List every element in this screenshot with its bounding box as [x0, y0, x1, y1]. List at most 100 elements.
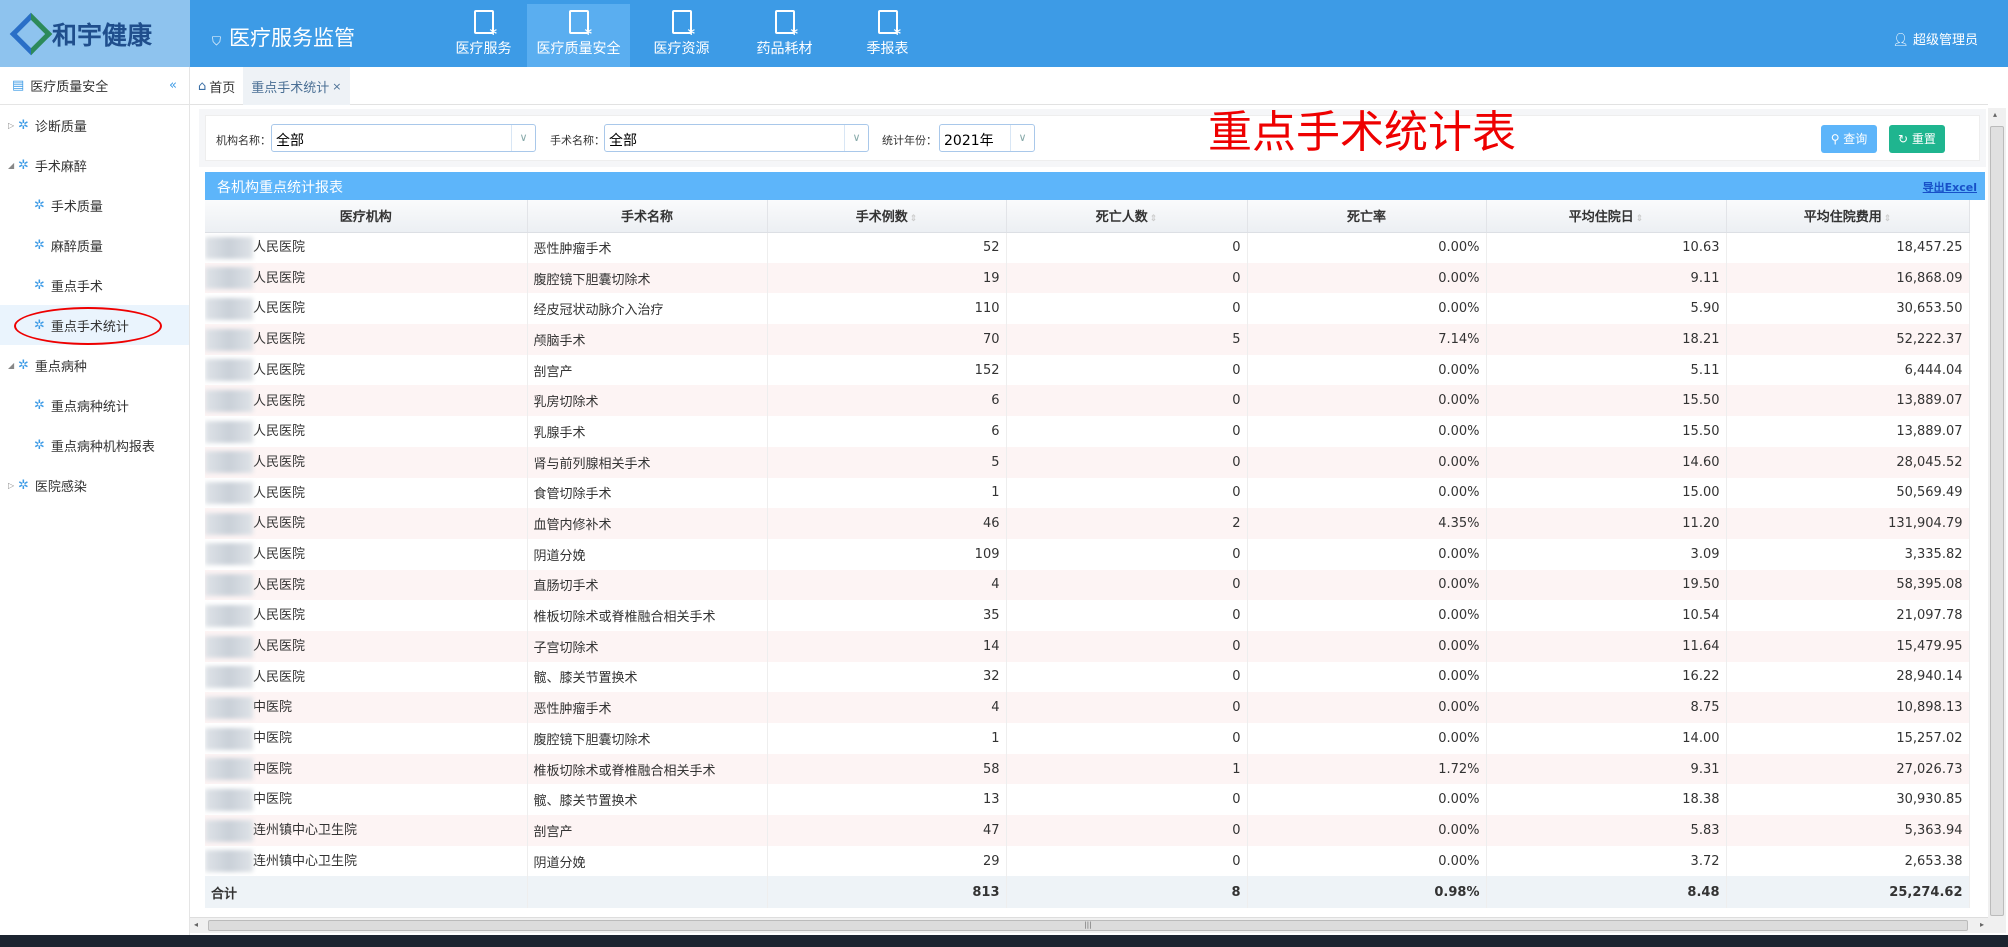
nav-medical-service[interactable]: 医疗服务 — [432, 4, 535, 67]
table-row[interactable]: 人民医院 食管切除手术 1 0 0.00% 15.00 50,569.49 — [205, 477, 1970, 509]
table-cell: 中医院 — [205, 753, 528, 785]
sidebar-item[interactable]: ✲ 重点手术统计 — [0, 305, 189, 345]
table-row[interactable]: 人民医院 乳房切除术 6 0 0.00% 15.50 13,889.07 — [205, 385, 1970, 417]
table-cell: 47 — [767, 815, 1007, 846]
sort-icon[interactable]: ⇕ — [1149, 214, 1158, 225]
table-row[interactable]: 人民医院 乳腺手术 6 0 0.00% 15.50 13,889.07 — [205, 416, 1970, 447]
column-header[interactable]: 平均住院日 ⇕ — [1486, 200, 1727, 233]
table-cell: 乳腺手术 — [527, 416, 768, 447]
column-header[interactable]: 医疗机构 — [205, 200, 528, 233]
table-cell: 人民医院 — [205, 232, 528, 263]
table-cell: 人民医院 — [205, 508, 528, 539]
scroll-up-icon[interactable]: ▴ — [1993, 110, 1998, 119]
column-header[interactable]: 死亡率 — [1247, 200, 1487, 233]
horizontal-scrollbar[interactable]: ◂ ||| ▸ — [190, 917, 1988, 933]
table-cell: 0.00% — [1247, 815, 1487, 846]
table-row[interactable]: 中医院 恶性肿瘤手术 4 0 0.00% 8.75 10,898.13 — [205, 692, 1970, 723]
table-row[interactable]: 连州镇中心卫生院 剖宫产 47 0 0.00% 5.83 5,363.94 — [205, 815, 1970, 846]
user-menu[interactable]: 👤︎ 超级管理员 — [1892, 33, 1978, 48]
table-cell: 髋、膝关节置换术 — [527, 784, 768, 816]
table-cell: 人民医院 — [205, 477, 528, 509]
column-header[interactable]: 死亡人数 ⇕ — [1006, 200, 1248, 233]
table-cell: 人民医院 — [205, 416, 528, 447]
table-cell: 5.83 — [1486, 815, 1727, 846]
redacted-blur — [205, 512, 253, 535]
sidebar-item[interactable]: ▷ ✲ 诊断质量 — [0, 105, 189, 145]
sidebar-item[interactable]: ◢ ✲ 重点病种 — [0, 345, 189, 385]
sidebar-item-label: 麻醉质量 — [50, 239, 103, 255]
sidebar-item[interactable]: ✲ 重点手术 — [0, 265, 189, 305]
nav-drugs[interactable]: 药品耗材 — [733, 4, 836, 67]
table-row[interactable]: 人民医院 阴道分娩 109 0 0.00% 3.09 3,335.82 — [205, 538, 1970, 570]
table-row[interactable]: 人民医院 恶性肿瘤手术 52 0 0.00% 10.63 18,457.25 — [205, 232, 1970, 263]
table-cell: 人民医院 — [205, 446, 528, 478]
sidebar-item[interactable]: ✲ 手术质量 — [0, 185, 189, 225]
sidebar-item[interactable]: ▷ ✲ 医院感染 — [0, 465, 189, 505]
sidebar-item[interactable]: ✲ 麻醉质量 — [0, 225, 189, 265]
table-row[interactable]: 连州镇中心卫生院 阴道分娩 29 0 0.00% 3.72 2,653.38 — [205, 845, 1970, 877]
taskbar — [0, 935, 2008, 947]
vertical-scrollbar[interactable]: ▴ — [1988, 108, 2006, 933]
operation-select[interactable]: 全部 ∨ — [604, 124, 869, 152]
nav-quality-safety[interactable]: 医疗质量安全 — [527, 4, 630, 67]
table-row[interactable]: 人民医院 剖宫产 152 0 0.00% 5.11 6,444.04 — [205, 354, 1970, 386]
column-header[interactable]: 平均住院费用 ⇕ — [1726, 200, 1970, 233]
sidebar-item-label: 诊断质量 — [34, 119, 87, 135]
table-cell: 11.20 — [1486, 508, 1727, 539]
sort-icon[interactable]: ⇕ — [1635, 214, 1644, 225]
year-select[interactable]: 2021年 ∨ — [939, 124, 1035, 152]
table-row[interactable]: 人民医院 椎板切除术或脊椎融合相关手术 35 0 0.00% 10.54 21,097.78 — [205, 600, 1970, 631]
nav-medical-resources[interactable]: 医疗资源 — [630, 4, 733, 67]
table-row[interactable]: 中医院 椎板切除术或脊椎融合相关手术 58 1 1.72% 9.31 27,026.73 — [205, 753, 1970, 785]
table-cell: 直肠切手术 — [527, 569, 768, 601]
redacted-blur — [205, 328, 253, 351]
table-row[interactable]: 人民医院 血管内修补术 46 2 4.35% 11.20 131,904.79 — [205, 508, 1970, 539]
column-header[interactable]: 手术名称 — [527, 200, 768, 233]
export-excel-link[interactable]: 导出Excel — [1922, 181, 1977, 194]
collapse-icon[interactable]: « — [169, 78, 177, 93]
table-row[interactable]: 中医院 腹腔镜下胆囊切除术 1 0 0.00% 14.00 15,257.02 — [205, 723, 1970, 754]
sidebar-item[interactable]: ◢ ✲ 手术麻醉 — [0, 145, 189, 185]
table-cell: 经皮冠状动脉介入治疗 — [527, 293, 768, 325]
nav-quarterly-report[interactable]: 季报表 — [836, 4, 939, 67]
table-row[interactable]: 人民医院 经皮冠状动脉介入治疗 110 0 0.00% 5.90 30,653.50 — [205, 293, 1970, 325]
total-cell — [527, 876, 768, 909]
table-row[interactable]: 人民医院 肾与前列腺相关手术 5 0 0.00% 14.60 28,045.52 — [205, 446, 1970, 478]
scroll-right-icon[interactable]: ▸ — [1979, 920, 1984, 929]
sort-icon[interactable]: ⇕ — [1883, 214, 1892, 225]
close-icon[interactable]: × — [332, 79, 342, 93]
table-cell: 13,889.07 — [1726, 416, 1970, 447]
highlight-circle — [14, 307, 162, 345]
table-cell: 0 — [1006, 385, 1248, 417]
scroll-left-icon[interactable]: ◂ — [194, 920, 199, 929]
org-select[interactable]: 全部 ∨ — [271, 124, 536, 152]
total-cell: 8.48 — [1486, 876, 1727, 909]
query-button[interactable]: ⚲ 查询 — [1821, 125, 1877, 153]
table-cell: 0 — [1006, 293, 1248, 325]
table-cell: 椎板切除术或脊椎融合相关手术 — [527, 600, 768, 631]
table-cell: 9.11 — [1486, 262, 1727, 294]
table-row[interactable]: 人民医院 子宫切除术 14 0 0.00% 11.64 15,479.95 — [205, 630, 1970, 662]
table-row[interactable]: 人民医院 颅脑手术 70 5 7.14% 18.21 52,222.37 — [205, 324, 1970, 355]
sidebar: ▤ 医疗质量安全 « ▷ ✲ 诊断质量 ◢ ✲ 手术麻醉 ✲ 手术质量 ✲ 麻醉质量 ✲ 重点手术 ✲ 重点手… — [0, 67, 190, 935]
table-row[interactable]: 人民医院 髋、膝关节置换术 32 0 0.00% 16.22 28,940.14 — [205, 661, 1970, 693]
table-row[interactable]: 人民医院 直肠切手术 4 0 0.00% 19.50 58,395.08 — [205, 569, 1970, 601]
scrollbar-thumb[interactable]: ||| — [208, 920, 1968, 931]
sidebar-item[interactable]: ✲ 重点病种机构报表 — [0, 425, 189, 465]
table-row[interactable]: 人民医院 腹腔镜下胆囊切除术 19 0 0.00% 9.11 16,868.09 — [205, 262, 1970, 294]
sort-icon[interactable]: ⇕ — [909, 214, 918, 225]
scrollbar-thumb[interactable] — [1990, 126, 2004, 916]
reset-button[interactable]: ↻ 重置 — [1889, 125, 1945, 153]
redacted-blur — [205, 727, 253, 750]
table-cell: 52 — [767, 232, 1007, 263]
table-cell: 15.50 — [1486, 416, 1727, 447]
table-cell: 10.54 — [1486, 600, 1727, 631]
table-row[interactable]: 中医院 髋、膝关节置换术 13 0 0.00% 18.38 30,930.85 — [205, 784, 1970, 816]
tab-home[interactable]: ⌂ 首页 — [198, 78, 236, 96]
column-header[interactable]: 手术例数 ⇕ — [767, 200, 1007, 233]
table-cell: 15.00 — [1486, 477, 1727, 509]
sidebar-item[interactable]: ✲ 重点病种统计 — [0, 385, 189, 425]
tab-current[interactable]: 重点手术统计 × — [243, 67, 350, 105]
table-cell: 人民医院 — [205, 661, 528, 693]
logo[interactable]: 和宇健康 — [0, 0, 190, 67]
